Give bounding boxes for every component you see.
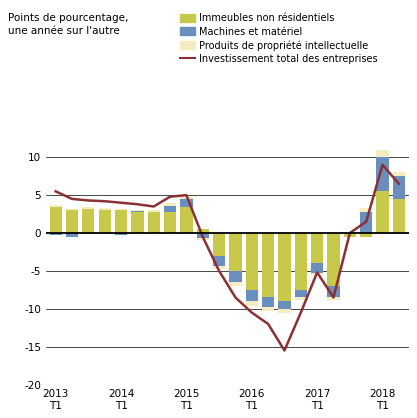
- Bar: [66, 233, 78, 237]
- Bar: [278, 301, 291, 309]
- Text: Points de pourcentage,
une année sur l'autre: Points de pourcentage, une année sur l'a…: [8, 13, 129, 36]
- Bar: [50, 206, 62, 233]
- Bar: [229, 233, 241, 271]
- Bar: [164, 212, 176, 233]
- Bar: [180, 206, 193, 233]
- Bar: [229, 282, 241, 286]
- Bar: [98, 208, 111, 209]
- Bar: [66, 209, 78, 210]
- Bar: [360, 212, 372, 233]
- Bar: [344, 233, 356, 237]
- Bar: [377, 191, 389, 233]
- Bar: [197, 233, 209, 238]
- Bar: [98, 210, 111, 233]
- Bar: [262, 233, 274, 298]
- Bar: [393, 176, 405, 199]
- Bar: [82, 209, 95, 233]
- Bar: [180, 199, 193, 206]
- Bar: [115, 209, 127, 210]
- Bar: [393, 199, 405, 233]
- Bar: [360, 233, 372, 237]
- Bar: [377, 157, 389, 191]
- Bar: [197, 238, 209, 240]
- Bar: [164, 206, 176, 212]
- Bar: [246, 233, 258, 290]
- Bar: [295, 233, 307, 290]
- Bar: [229, 271, 241, 282]
- Bar: [131, 212, 143, 233]
- Bar: [213, 265, 225, 269]
- Bar: [197, 229, 209, 233]
- Bar: [278, 233, 291, 301]
- Bar: [131, 209, 143, 211]
- Bar: [115, 210, 127, 233]
- Bar: [66, 210, 78, 233]
- Bar: [50, 233, 62, 234]
- Bar: [393, 172, 405, 176]
- Bar: [278, 309, 291, 313]
- Bar: [148, 212, 160, 233]
- Bar: [115, 233, 127, 234]
- Bar: [295, 298, 307, 301]
- Bar: [327, 298, 339, 301]
- Bar: [360, 208, 372, 212]
- Bar: [164, 204, 176, 206]
- Bar: [246, 301, 258, 306]
- Bar: [295, 290, 307, 298]
- Bar: [50, 205, 62, 206]
- Bar: [327, 233, 339, 286]
- Bar: [180, 197, 193, 199]
- Bar: [327, 286, 339, 298]
- Bar: [262, 307, 274, 311]
- Bar: [246, 290, 258, 301]
- Bar: [148, 210, 160, 212]
- Bar: [131, 211, 143, 212]
- Bar: [213, 256, 225, 265]
- Bar: [311, 263, 323, 273]
- Bar: [213, 233, 225, 256]
- Bar: [262, 298, 274, 307]
- Bar: [98, 209, 111, 210]
- Bar: [311, 273, 323, 275]
- Legend: Immeubles non résidentiels, Machines et matériel, Produits de propriété intellec: Immeubles non résidentiels, Machines et …: [180, 13, 378, 64]
- Bar: [377, 150, 389, 157]
- Bar: [311, 233, 323, 263]
- Bar: [82, 206, 95, 209]
- Bar: [344, 232, 356, 233]
